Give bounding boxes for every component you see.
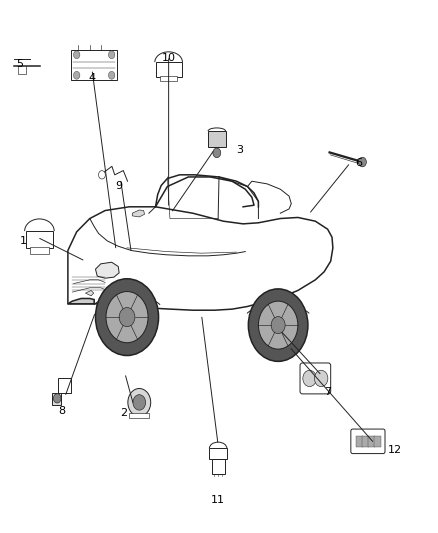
Circle shape (119, 308, 135, 327)
Text: 3: 3 (237, 146, 244, 155)
Bar (160, 76, 177, 81)
FancyBboxPatch shape (300, 363, 331, 394)
Text: 1: 1 (20, 236, 27, 246)
Bar (209, 448, 227, 459)
Circle shape (314, 370, 328, 386)
Text: 8: 8 (58, 406, 65, 416)
Bar (30, 247, 49, 254)
Circle shape (128, 389, 151, 416)
Bar (368, 436, 375, 447)
Text: 2: 2 (120, 408, 127, 418)
Circle shape (258, 301, 298, 349)
Bar (52, 392, 61, 405)
Polygon shape (68, 298, 94, 304)
Bar (156, 62, 181, 77)
Bar (356, 436, 363, 447)
Text: 11: 11 (211, 495, 225, 505)
Bar (362, 436, 369, 447)
Text: 4: 4 (88, 73, 95, 83)
Circle shape (248, 289, 308, 361)
Text: 10: 10 (162, 53, 176, 63)
Bar (18, 66, 26, 74)
Polygon shape (68, 207, 333, 310)
Circle shape (74, 51, 80, 59)
Polygon shape (132, 210, 145, 217)
Circle shape (95, 279, 159, 356)
Bar (129, 413, 149, 418)
Circle shape (109, 71, 115, 79)
Polygon shape (85, 290, 94, 296)
Circle shape (303, 370, 316, 386)
Circle shape (53, 394, 61, 403)
Circle shape (271, 317, 285, 334)
Text: 7: 7 (324, 387, 331, 397)
Text: 9: 9 (116, 181, 123, 191)
Bar (208, 131, 226, 147)
Polygon shape (95, 262, 119, 278)
Circle shape (358, 157, 366, 167)
Circle shape (99, 171, 106, 179)
Text: 12: 12 (388, 446, 402, 455)
Circle shape (74, 71, 80, 79)
Circle shape (109, 51, 115, 59)
Text: 5: 5 (16, 59, 23, 69)
FancyBboxPatch shape (351, 429, 385, 454)
Bar (212, 458, 225, 474)
Bar (25, 231, 53, 248)
Bar (71, 50, 117, 79)
Circle shape (213, 148, 221, 158)
Circle shape (133, 394, 145, 410)
Text: 6: 6 (355, 158, 362, 167)
Circle shape (106, 292, 148, 343)
Bar (58, 378, 71, 393)
Bar (374, 436, 381, 447)
